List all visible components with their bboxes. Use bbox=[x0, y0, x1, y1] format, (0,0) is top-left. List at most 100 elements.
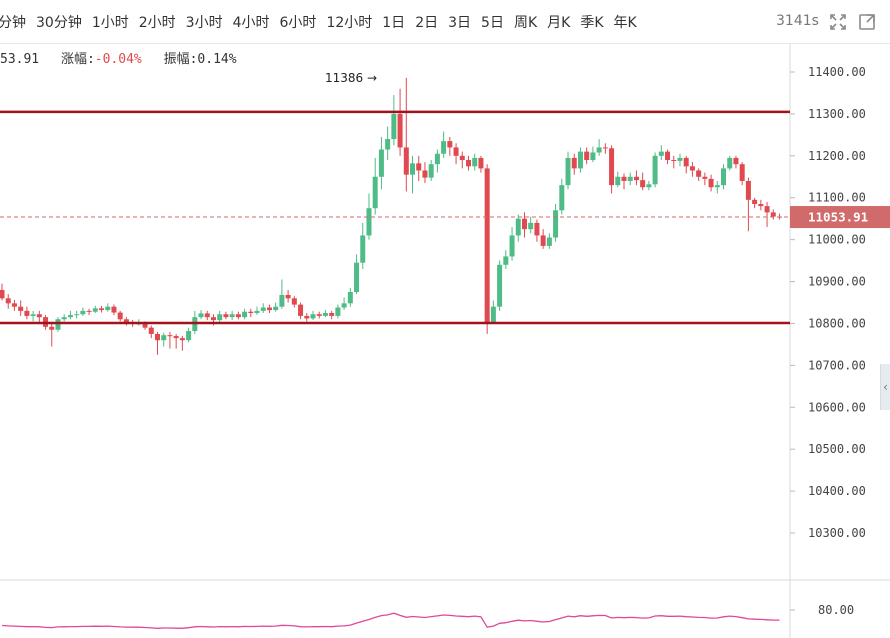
candle-body bbox=[733, 157, 739, 165]
candle bbox=[155, 331, 160, 355]
candle bbox=[739, 162, 745, 186]
candle-body bbox=[559, 185, 565, 211]
candle-body bbox=[770, 212, 776, 217]
candle bbox=[546, 233, 552, 249]
candle-body bbox=[584, 151, 590, 161]
candle bbox=[341, 297, 347, 311]
candle bbox=[540, 229, 546, 249]
candle-body bbox=[148, 327, 154, 334]
candle-body bbox=[223, 314, 229, 318]
candle bbox=[652, 152, 658, 188]
candle-body bbox=[260, 307, 266, 311]
candle-body bbox=[515, 218, 521, 236]
candle-body bbox=[248, 311, 254, 313]
candle-body bbox=[689, 166, 695, 171]
price-axis: 11400.00 11300.00 11200.00 11100.00 11000.00… bbox=[0, 44, 890, 638]
candlestick-chart[interactable]: 11400.00 11300.00 11200.00 11100.00 11000.00… bbox=[0, 44, 890, 638]
fullscreen-square-icon[interactable] bbox=[857, 12, 877, 32]
timeframe-tab[interactable]: 季K bbox=[580, 15, 604, 31]
timeframe-tab[interactable]: 周K bbox=[513, 15, 538, 31]
candle-body bbox=[155, 333, 160, 341]
candle bbox=[67, 310, 73, 320]
candle bbox=[602, 143, 608, 154]
high-marker-label: 11386 → bbox=[325, 71, 377, 85]
current-price-label: 11053.91 bbox=[808, 210, 868, 225]
candle-body bbox=[640, 180, 646, 188]
candle-body bbox=[540, 235, 546, 246]
candle-body bbox=[229, 314, 235, 318]
candle-body bbox=[18, 306, 24, 311]
candle bbox=[521, 212, 527, 238]
candle bbox=[173, 333, 179, 349]
candle-body bbox=[466, 160, 471, 167]
timeframe-tab[interactable]: 1小时 bbox=[91, 15, 129, 31]
y-tick-label: 11400.00 bbox=[808, 65, 866, 79]
candle bbox=[49, 323, 55, 347]
timeframe-tab[interactable]: 5日 bbox=[481, 15, 504, 31]
timeframe-tab[interactable]: 4小时 bbox=[232, 15, 270, 31]
candle-body bbox=[764, 206, 770, 213]
candle bbox=[18, 300, 24, 316]
candle bbox=[105, 303, 111, 312]
timeframe-tab[interactable]: 3日 bbox=[448, 15, 472, 31]
candle bbox=[764, 201, 770, 228]
candle-body bbox=[602, 147, 608, 149]
candle bbox=[509, 227, 515, 261]
candle-body bbox=[727, 157, 733, 169]
timeframe-tab[interactable]: 30分钟 bbox=[36, 15, 82, 31]
candle bbox=[466, 155, 471, 171]
collapse-panel-handle[interactable]: ‹ bbox=[880, 364, 890, 410]
candle-body bbox=[329, 312, 335, 316]
timeframe-tab[interactable]: 月K bbox=[547, 15, 571, 31]
candle-body bbox=[739, 164, 745, 181]
candle bbox=[733, 155, 739, 169]
candle bbox=[291, 296, 297, 308]
candle-body bbox=[5, 298, 11, 304]
timeframe-tab[interactable]: 2小时 bbox=[138, 15, 176, 31]
candle bbox=[235, 311, 241, 320]
candle-body bbox=[571, 157, 577, 169]
expand-icon[interactable] bbox=[828, 12, 848, 32]
candle-body bbox=[372, 176, 378, 209]
y-tick-label: 11000.00 bbox=[808, 233, 866, 247]
candle bbox=[266, 304, 272, 313]
candle-body bbox=[428, 164, 434, 178]
candle bbox=[204, 310, 210, 321]
candle-body bbox=[459, 155, 465, 161]
timeframe-tab[interactable]: 年K bbox=[613, 15, 637, 31]
candle bbox=[372, 157, 378, 215]
candle-body bbox=[105, 306, 111, 311]
timeframe-tab[interactable]: 2日 bbox=[415, 15, 439, 31]
candle-body bbox=[403, 147, 409, 175]
candle bbox=[316, 311, 322, 319]
candle-body bbox=[677, 157, 683, 161]
candle-body bbox=[24, 310, 30, 316]
candle-body bbox=[528, 222, 534, 230]
timeframe-tab[interactable]: 分钟 bbox=[0, 15, 26, 31]
candle bbox=[416, 155, 422, 181]
candle bbox=[0, 283, 5, 301]
candle-body bbox=[758, 204, 764, 207]
candle bbox=[80, 307, 86, 316]
indicator-pane: 80.00 bbox=[1, 603, 854, 629]
candle-body bbox=[391, 113, 397, 140]
candle bbox=[248, 308, 254, 318]
timeframe-tab[interactable]: 12小时 bbox=[326, 15, 373, 31]
candle-body bbox=[497, 264, 503, 307]
timeframe-tab[interactable]: 6小时 bbox=[279, 15, 317, 31]
candle bbox=[683, 155, 689, 174]
candle-body bbox=[123, 319, 129, 323]
y-tick-label: 11200.00 bbox=[808, 149, 866, 163]
timeframe-tab[interactable]: 3小时 bbox=[185, 15, 223, 31]
candle-body bbox=[279, 294, 285, 307]
candle bbox=[677, 153, 683, 167]
candle bbox=[615, 171, 621, 188]
timeframe-tab[interactable]: 1日 bbox=[382, 15, 406, 31]
candle-body bbox=[565, 157, 571, 186]
y-tick-label: 10500.00 bbox=[808, 442, 866, 456]
candle-body bbox=[354, 262, 360, 293]
candle-body bbox=[310, 314, 316, 319]
candles bbox=[0, 77, 782, 355]
candle-body bbox=[67, 315, 73, 318]
current-price-tag bbox=[790, 206, 890, 229]
